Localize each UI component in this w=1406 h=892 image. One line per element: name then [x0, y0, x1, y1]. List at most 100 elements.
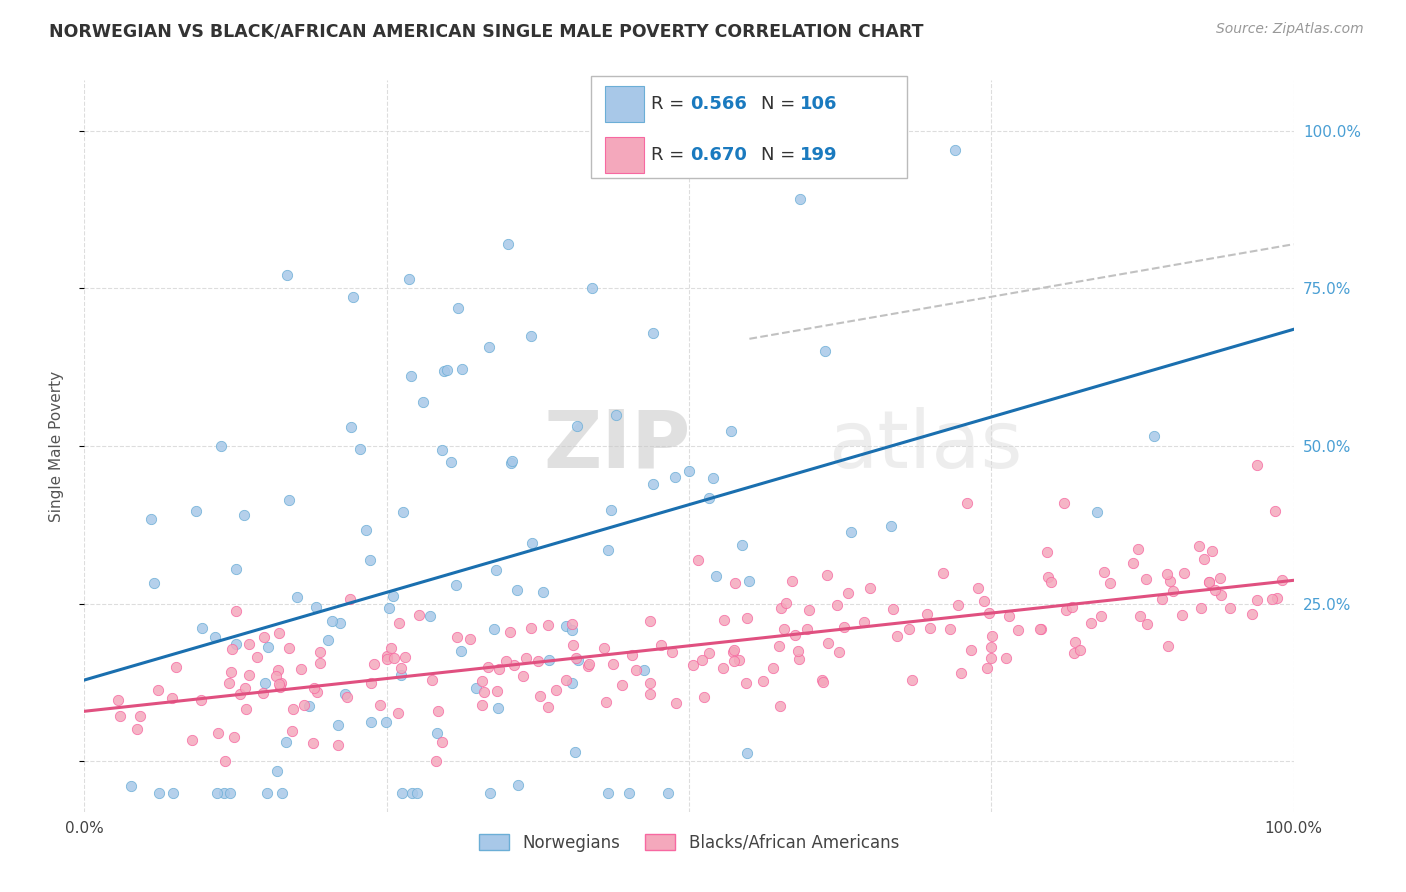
Point — [380, 641, 402, 656]
Point — [430, 443, 453, 458]
Point — [932, 566, 955, 581]
Point — [254, 675, 277, 690]
Point — [960, 643, 983, 657]
Point — [212, 786, 235, 800]
Text: atlas: atlas — [828, 407, 1022, 485]
Point — [832, 620, 855, 634]
Point — [950, 666, 973, 681]
Point — [995, 651, 1018, 665]
Point — [939, 622, 962, 636]
Point — [292, 698, 315, 712]
Point — [1135, 572, 1157, 586]
Point — [446, 630, 468, 644]
Point — [162, 786, 184, 800]
Point — [1092, 565, 1115, 579]
Point — [1063, 635, 1085, 649]
Point — [307, 684, 329, 698]
Point — [219, 665, 242, 680]
Text: 0.566: 0.566 — [690, 95, 747, 113]
Point — [501, 456, 523, 470]
Point — [650, 638, 672, 652]
Point — [425, 754, 447, 768]
Point — [486, 701, 509, 715]
Point — [388, 616, 411, 631]
Point — [382, 651, 405, 665]
Point — [1080, 615, 1102, 630]
Point — [735, 611, 758, 625]
Legend: Norwegians, Blacks/African Americans: Norwegians, Blacks/African Americans — [472, 827, 905, 858]
Point — [1240, 607, 1263, 621]
Point — [326, 718, 349, 732]
Text: 0.670: 0.670 — [690, 146, 747, 164]
Text: 199: 199 — [800, 146, 838, 164]
Point — [125, 722, 148, 736]
Point — [482, 622, 505, 636]
Point — [256, 786, 278, 800]
Point — [486, 683, 509, 698]
Point — [981, 629, 1004, 643]
Point — [561, 623, 583, 637]
Point — [640, 676, 662, 690]
Point — [219, 786, 242, 800]
Point — [440, 455, 463, 469]
Point — [555, 619, 578, 633]
Point — [688, 553, 710, 567]
Point — [596, 786, 619, 800]
Point — [1264, 503, 1286, 517]
Point — [329, 616, 352, 631]
Point — [375, 652, 398, 666]
Point — [621, 648, 644, 663]
Point — [269, 680, 291, 694]
Text: 106: 106 — [800, 95, 838, 113]
Point — [363, 657, 385, 672]
Point — [976, 661, 998, 675]
Point — [225, 637, 247, 651]
Point — [229, 687, 252, 701]
Point — [1060, 599, 1083, 614]
Text: ZIP: ZIP — [544, 407, 692, 485]
Point — [641, 326, 664, 340]
Point — [285, 591, 308, 605]
Point — [290, 662, 312, 676]
Point — [789, 192, 811, 206]
Point — [723, 654, 745, 668]
Point — [342, 290, 364, 304]
Point — [617, 786, 640, 800]
Point — [207, 726, 229, 740]
Point — [1261, 591, 1284, 606]
Point — [624, 663, 647, 677]
Point — [218, 676, 240, 690]
Point — [751, 136, 773, 151]
Point — [633, 663, 655, 677]
Point — [641, 476, 664, 491]
Point — [565, 651, 588, 665]
Point — [1098, 576, 1121, 591]
Point — [769, 698, 792, 713]
Point — [190, 692, 212, 706]
Point — [1143, 428, 1166, 442]
Point — [235, 701, 257, 715]
Point — [561, 617, 583, 632]
Point — [977, 606, 1000, 620]
Point — [1054, 603, 1077, 617]
Point — [471, 698, 494, 713]
Point — [426, 726, 449, 740]
Point — [735, 746, 758, 760]
Point — [221, 642, 243, 657]
Point — [420, 673, 443, 688]
Point — [321, 614, 343, 628]
Point — [309, 645, 332, 659]
Point — [398, 272, 420, 286]
Point — [370, 698, 392, 713]
Point — [735, 676, 758, 690]
Point — [520, 621, 543, 635]
Point — [267, 677, 290, 691]
Point — [723, 643, 745, 657]
Point — [190, 621, 212, 635]
Point — [1219, 600, 1241, 615]
Point — [702, 470, 724, 484]
Point — [1090, 609, 1112, 624]
Point — [787, 644, 810, 658]
Point — [638, 687, 661, 701]
Point — [581, 281, 603, 295]
